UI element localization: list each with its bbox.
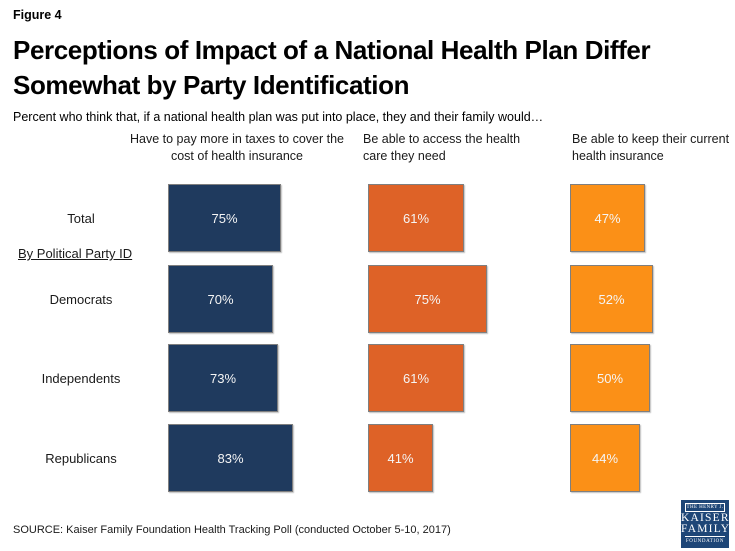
kff-logo-kaiser: KAISER	[681, 512, 730, 524]
bar-access-democrats: 75%	[368, 265, 487, 333]
bar-taxes-republicans: 83%	[168, 424, 293, 492]
bar-access-independents: 61%	[368, 344, 464, 412]
figure-number: Figure 4	[13, 8, 62, 22]
column-header-taxes: Have to pay more in taxes to cover the c…	[130, 132, 344, 163]
bar-access-total: 61%	[368, 184, 464, 252]
bar-keep-republicans: 44%	[570, 424, 640, 492]
bar-value-label: 52%	[598, 291, 625, 307]
row-label-democrats: Democrats	[49, 291, 113, 307]
section-label-party-id: By Political Party ID	[18, 246, 133, 261]
bar-taxes-democrats: 70%	[168, 265, 273, 333]
bar-value-label: 61%	[402, 370, 430, 386]
bar-keep-independents: 50%	[570, 344, 650, 412]
bar-value-label: 75%	[414, 291, 441, 307]
row-label-independents: Independents	[41, 370, 121, 386]
bar-access-republicans: 41%	[368, 424, 433, 492]
bar-keep-democrats: 52%	[570, 265, 653, 333]
source-note: SOURCE: Kaiser Family Foundation Health …	[13, 524, 451, 536]
subtitle: Percent who think that, if a national he…	[13, 110, 544, 124]
bar-value-label: 44%	[591, 450, 619, 466]
bar-value-label: 83%	[217, 450, 244, 466]
kff-logo-family: FAMILY	[681, 523, 731, 535]
bar-value-label: 70%	[207, 291, 234, 307]
bar-keep-total: 47%	[570, 184, 645, 252]
row-label-total: Total	[67, 210, 95, 226]
bar-taxes-total: 75%	[168, 184, 281, 252]
bar-value-label: 41%	[387, 450, 414, 466]
bar-taxes-independents: 73%	[168, 344, 278, 412]
column-header-keep: Be able to keep their current health ins…	[572, 132, 730, 163]
bar-value-label: 47%	[594, 210, 621, 226]
row-label-republicans: Republicans	[45, 450, 117, 466]
bar-value-label: 61%	[402, 210, 430, 226]
kff-logo: THE HENRY J. KAISER FAMILY FOUNDATION	[681, 500, 729, 548]
bar-value-label: 50%	[596, 370, 624, 386]
column-header-access: Be able to access the health care they n…	[363, 132, 521, 163]
bar-value-label: 73%	[209, 370, 237, 386]
kff-logo-line-top: THE HENRY J.	[685, 503, 725, 512]
page-title: Perceptions of Impact of a National Heal…	[13, 35, 651, 100]
bar-value-label: 75%	[211, 210, 238, 226]
kff-logo-foundation: FOUNDATION	[685, 536, 725, 544]
